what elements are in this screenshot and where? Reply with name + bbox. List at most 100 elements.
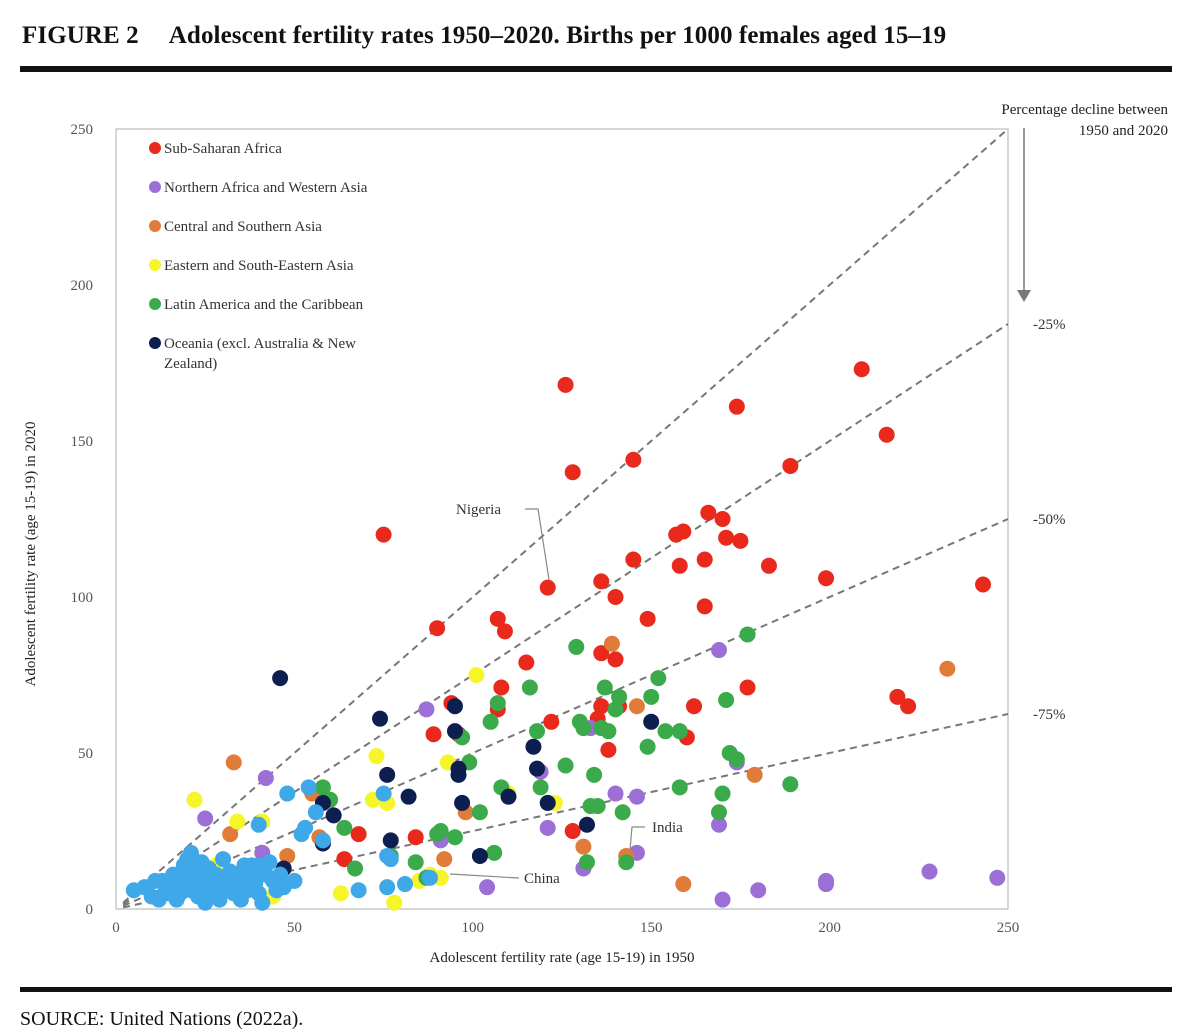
figure-title-line: FIGURE 2 Adolescent fertility rates 1950–… [20,22,1172,50]
reference-line [122,518,1009,907]
legend-marker [149,337,161,349]
data-point [279,785,296,802]
figure-title: Adolescent fertility rates 1950–2020. Bi… [168,22,947,49]
y-tick-label: 150 [71,434,94,450]
data-point [489,610,506,627]
data-point [975,576,992,593]
data-point [853,361,870,378]
data-point [418,701,435,718]
data-point [586,766,603,783]
legend-label: Northern Africa and Western Asia [164,180,368,196]
data-point [489,695,506,712]
data-point [272,866,289,883]
annotation-china-leader [449,873,520,879]
data-point [557,376,574,393]
data-point [575,838,592,855]
data-point [382,832,399,849]
data-point [215,851,232,868]
data-point [671,723,688,740]
data-point [625,451,642,468]
annotation-india-leader [629,826,645,851]
data-point [446,829,463,846]
data-point [350,882,367,899]
data-point [529,760,546,777]
data-point [746,766,763,783]
legend-label: Sub-Saharan Africa [164,141,282,157]
data-point [446,723,463,740]
y-tick-label: 50 [78,746,93,762]
data-point [607,785,624,802]
data-point [261,854,278,871]
data-point [257,769,274,786]
data-point [564,823,581,839]
data-point [650,670,667,687]
x-axis-label: Adolescent fertility rate (age 15-19) in… [430,950,695,966]
data-point [450,766,467,783]
data-point [197,810,214,827]
data-point [482,713,499,730]
reference-line-label: -75% [1033,707,1066,723]
data-point [471,804,488,821]
data-point [818,570,835,587]
data-points [125,361,1006,911]
data-point [714,511,731,527]
data-point [279,847,296,864]
data-point [710,804,727,821]
data-point [564,464,581,481]
data-point [639,738,656,755]
data-point [732,532,749,549]
data-point [739,626,756,643]
data-point [543,713,560,730]
data-point [603,635,620,652]
data-point [657,723,674,740]
data-point [686,698,703,715]
x-tick-label: 50 [287,920,302,936]
decline-arrow-head [1017,290,1031,302]
data-point [593,645,610,662]
y-tick-label: 250 [71,122,94,138]
reference-line [122,323,1009,906]
data-point [468,667,485,683]
data-point [593,573,610,590]
data-point [539,819,556,836]
data-point [539,579,556,596]
data-point [297,819,314,836]
data-point [436,851,453,868]
data-point [671,779,688,796]
annotation-nigeria: Nigeria [456,502,501,518]
data-point [600,723,617,740]
data-point [575,720,592,737]
legend-marker [149,142,161,154]
y-tick-label: 100 [71,590,94,606]
data-point [714,891,731,908]
data-point [446,698,463,715]
data-point [372,710,389,727]
data-point [182,844,199,861]
data-point [539,794,556,811]
data-point [600,741,617,758]
data-point [397,876,414,893]
data-point [714,785,731,802]
data-point [578,854,595,871]
data-point [607,701,624,718]
data-point [518,654,535,671]
data-point [493,679,510,696]
data-point [407,854,424,871]
data-point [589,798,606,815]
data-point [818,872,835,889]
data-point [379,766,396,783]
data-point [421,869,438,886]
data-point [407,829,424,846]
data-point [286,872,303,889]
data-point [386,894,403,911]
data-point [425,726,442,743]
legend-label: Central and Southern Asia [164,219,322,235]
data-point [250,816,267,833]
figure-header: FIGURE 2 Adolescent fertility rates 1950–… [20,22,1172,50]
data-point [643,688,660,705]
data-point [300,779,317,796]
data-point [718,691,735,708]
data-point [782,776,799,793]
data-point [728,751,745,768]
figure-number: FIGURE 2 [22,22,139,49]
